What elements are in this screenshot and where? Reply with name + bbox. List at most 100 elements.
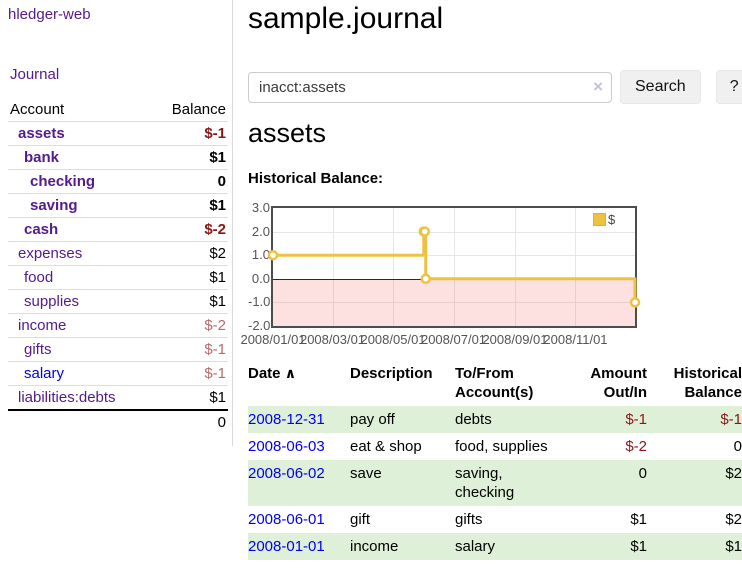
register-accounts-cell: salary [455,538,496,555]
legend-label: $ [608,212,616,227]
account-link-saving[interactable]: saving [30,197,78,214]
account-link-assets[interactable]: assets [18,125,65,142]
account-link-salary[interactable]: salary [24,365,65,382]
account-row: income $-2 [8,313,228,338]
account-balance: $-1 [204,125,226,142]
register-description-cell: gift [350,511,371,528]
accounts-total-spacer [8,410,158,434]
y-axis-tick-label: 2.0 [251,223,270,239]
account-name-cell: bank [8,146,158,170]
register-date-cell: 2008-12-31 [248,406,350,433]
register-row: 2008-06-01 gift gifts $1 $2 [248,506,742,533]
transaction-date-link[interactable]: 2008-12-31 [248,411,325,428]
register-header-accounts: To/From Account(s) [455,365,534,401]
register-balance-cell: $2 [725,465,742,482]
brand-link[interactable]: hledger-web [8,6,91,23]
account-row: food $1 [8,265,228,290]
account-name-cell: expenses [8,242,158,266]
data-point-marker [419,226,430,237]
account-name-cell: assets [8,122,158,146]
y-axis-tick-label: 3.0 [251,200,270,215]
account-balance: $-1 [204,365,226,382]
account-row: gifts $-1 [8,337,228,362]
chart-canvas [267,226,641,308]
account-row: liabilities:debts $1 [8,385,228,411]
gridline-vertical [393,208,394,326]
account-name-cell: salary [8,362,158,386]
x-axis-tick-label: 2008/01/01 [240,332,306,347]
chart-legend: $ [593,212,615,227]
account-link-income[interactable]: income [18,317,67,334]
register-header-row: Date ∧ Description To/From Account(s) Am… [248,360,742,406]
negative-region [273,278,635,326]
account-link-checking[interactable]: checking [30,173,96,190]
account-row: cash $-2 [8,217,228,242]
account-link-supplies[interactable]: supplies [24,293,80,310]
clear-search-icon[interactable]: × [593,76,603,96]
register-description-cell: income [350,538,399,555]
account-link-liabilities-debts[interactable]: liabilities:debts [18,389,116,406]
register-description-cell: eat & shop [350,438,422,455]
sidebar-item-journal[interactable]: Journal [10,66,60,83]
page-title: sample.journal [248,2,444,35]
accounts-total-row: 0 [8,410,228,434]
help-button[interactable]: ? [715,70,742,104]
search-form: × Search ? [248,70,742,104]
register-date-cell: 2008-06-02 [248,460,350,506]
y-axis-tick-label: 1.0 [251,247,270,263]
transaction-date-link[interactable]: 2008-01-01 [248,538,325,555]
account-row: salary $-1 [8,361,228,386]
register-accounts-cell: debts [455,411,492,428]
x-axis-tick-label: 2008/03/01 [299,332,366,347]
gridline-vertical [453,208,455,326]
register-accounts-cell: food, supplies [455,438,548,455]
register-header-balance: Historical Balance [673,365,742,401]
account-link-bank[interactable]: bank [24,149,60,166]
transaction-date-link[interactable]: 2008-06-02 [248,465,325,482]
data-point-marker [420,273,431,285]
y-axis-tick-label: -2.0 [248,318,271,333]
account-name-cell: supplies [8,290,158,314]
account-balance: $-1 [204,341,226,358]
register-header-date[interactable]: Date ∧ [248,360,350,406]
account-balance: $-2 [204,317,226,334]
transaction-date-link[interactable]: 2008-06-03 [248,438,325,455]
account-name-cell: cash [8,218,158,242]
register-balance-cell: 0 [733,438,742,455]
x-axis-tick-label: 2008/11/01 [543,332,608,347]
series-line [273,230,637,303]
register-amount-cell: $-1 [625,411,647,428]
register-date-cell: 2008-06-01 [248,506,350,533]
plot-border [271,206,637,328]
account-balance: $1 [209,389,226,406]
data-point-marker [267,249,279,261]
x-axis-tick-label: 2008/07/01 [420,332,487,347]
y-axis-tick-label: -1.0 [248,294,271,310]
register-amount-cell: $-2 [625,438,647,455]
account-link-expenses[interactable]: expenses [18,245,83,262]
account-balance: $1 [209,293,226,310]
account-balance: $1 [209,269,226,286]
register-header-amount: Amount Out/In [590,365,647,401]
account-row: expenses $2 [8,241,228,266]
account-link-gifts[interactable]: gifts [24,341,52,358]
register-balance-cell: $-1 [720,411,742,428]
register-description-cell: save [350,465,382,482]
account-row: supplies $1 [8,289,228,314]
account-name-cell: gifts [8,338,158,362]
account-name-cell: income [8,314,158,338]
historical-balance-chart: 3.0 2.0 1.0 0.0 -1.0 -2.0 2008/01/01 2008/03/01… [240,196,708,347]
account-name-cell: saving [8,194,158,218]
account-row: saving $1 [8,193,228,218]
account-link-cash[interactable]: cash [24,221,59,238]
accounts-header-balance: Balance [171,101,226,118]
transaction-date-link[interactable]: 2008-06-01 [248,511,325,528]
search-button[interactable]: Search [620,70,701,104]
account-row: checking 0 [8,169,228,194]
account-balance: $1 [209,197,226,214]
main-content: sample.journal × Search ? assets Histori… [240,0,742,582]
account-link-food[interactable]: food [24,269,54,286]
register-header-description: Description [350,365,433,382]
search-input[interactable] [248,71,612,103]
account-row: bank $1 [8,145,228,170]
